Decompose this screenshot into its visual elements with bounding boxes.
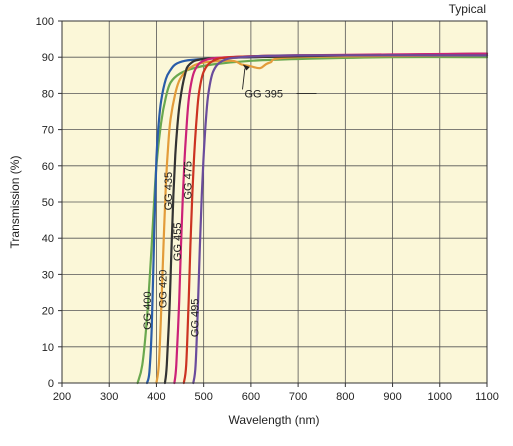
y-tick-label: 30 — [42, 269, 54, 281]
series-gg-495-line — [192, 54, 489, 385]
label-gg-420: GG 420 — [157, 270, 169, 309]
y-tick-label: 100 — [36, 16, 54, 28]
annotation-gg-475: GG 475 — [182, 161, 194, 200]
x-tick-label: 500 — [194, 391, 212, 403]
x-tick-label: 1000 — [428, 391, 452, 403]
label-gg-495: GG 495 — [189, 299, 201, 338]
y-axis-title: Transmission (%) — [8, 156, 22, 249]
y-tick-label: 70 — [42, 125, 54, 137]
label-gg-435: GG 435 — [163, 172, 175, 211]
y-tick-label: 50 — [42, 197, 54, 209]
x-axis-title: Wavelength (nm) — [229, 413, 320, 427]
x-tick-label: 800 — [336, 391, 354, 403]
annotation-gg-495: GG 495 — [189, 299, 201, 338]
curves — [136, 52, 489, 385]
y-tick-label: 60 — [42, 161, 54, 173]
label-gg-475: GG 475 — [182, 161, 194, 200]
y-tick-label: 90 — [42, 52, 54, 64]
x-tick-label: 400 — [147, 391, 165, 403]
y-tick-label: 10 — [42, 342, 54, 354]
grid — [62, 21, 487, 383]
series-gg-395-line — [136, 55, 489, 385]
annotation-arrow — [242, 68, 246, 90]
y-tick-label: 40 — [42, 233, 54, 245]
annotation-gg-455: GG 455 — [172, 223, 184, 262]
annotation-gg-395: GG 395 — [245, 88, 284, 100]
x-tick-label: 1100 — [475, 391, 499, 403]
chart-note: Typical — [449, 2, 486, 16]
y-tick-labels: 0 10 20 30 40 50 60 70 80 90 100 — [36, 16, 62, 390]
annotation-gg-420: GG 420 — [157, 270, 169, 309]
arrowhead-icon — [242, 64, 250, 71]
x-tick-labels: 200 300 400 500 600 700 800 900 1000 1100 — [53, 383, 499, 403]
x-tick-label: 700 — [289, 391, 307, 403]
y-tick-label: 0 — [48, 378, 54, 390]
label-gg-395: GG 395 — [242, 64, 317, 100]
annotation-gg-400: GG 400 — [142, 291, 154, 330]
x-tick-label: 600 — [242, 391, 260, 403]
label-gg-455: GG 455 — [172, 223, 184, 262]
annotation-gg-435: GG 435 — [163, 172, 175, 211]
x-tick-label: 300 — [100, 391, 118, 403]
label-gg-400: GG 400 — [142, 291, 154, 330]
x-tick-label: 900 — [383, 391, 401, 403]
x-tick-label: 200 — [53, 391, 71, 403]
y-tick-label: 80 — [42, 88, 54, 100]
y-tick-label: 20 — [42, 306, 54, 318]
